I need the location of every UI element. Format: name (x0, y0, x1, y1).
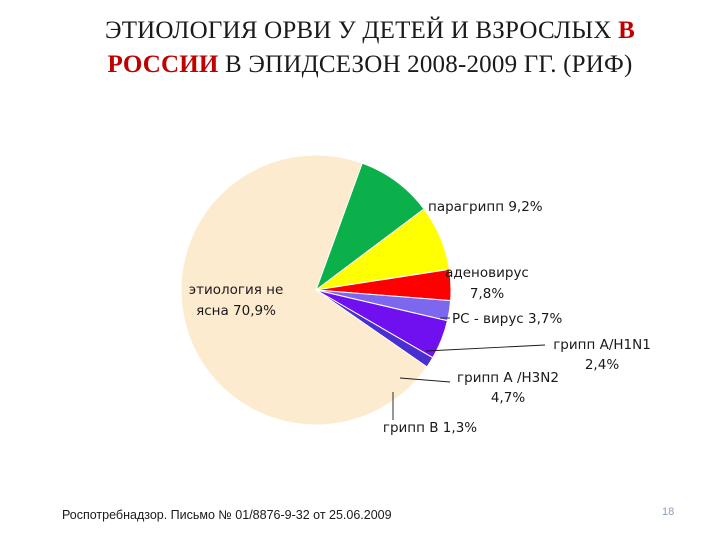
title-part-3: РОССИИ (107, 51, 219, 78)
slice-label-line: 7,8% (470, 286, 504, 302)
leader-line-грипп-а-h1n1 (425, 344, 546, 352)
slice-label-грипп-а-h1n1: грипп А/H1N1 2,4% (553, 337, 651, 373)
slice-label-аденовирус: аденовирус 7,8% (445, 265, 529, 302)
slice-label-line: грипп А /H3N2 (457, 370, 559, 386)
slice-label-line: 4,7% (491, 390, 525, 406)
slice-label-line: 2,4% (585, 357, 619, 373)
slice-label-line: РС - вирус 3,7% (452, 311, 562, 327)
leader-line-грипп-а-h3n2 (399, 377, 451, 383)
slice-label-грипп-а-h3n2: грипп А /H3N2 4,7% (457, 370, 559, 406)
page-number: 18 (662, 506, 675, 518)
slice-label-line: этиология не (189, 282, 284, 298)
title-part-4: В ЭПИДСЕЗОН 2008-2009 ГГ. (РИФ) (225, 51, 633, 78)
title-part-2: В (618, 17, 635, 44)
slice-label-парагрипп: парагрипп 9,2% (428, 199, 543, 215)
slice-label-этиология-не-ясна: этиология не ясна 70,9% (189, 282, 284, 319)
slice-label-line: аденовирус (445, 265, 529, 281)
slide-title: ЭТИОЛОГИЯ ОРВИ У ДЕТЕЙ И ВЗРОСЛЫХ В РОСС… (40, 14, 700, 82)
slice-label-line: грипп В 1,3% (383, 420, 477, 436)
title-part-1: ЭТИОЛОГИЯ ОРВИ У ДЕТЕЙ И ВЗРОСЛЫХ (104, 17, 612, 44)
slice-label-line: грипп А/H1N1 (553, 337, 651, 353)
source-note: Роспотребнадзор. Письмо № 01/8876-9-32 о… (62, 508, 392, 522)
slice-label-грипп-в: грипп В 1,3% (383, 420, 477, 436)
slice-label-line: ясна 70,9% (196, 303, 276, 319)
pie-slice-этиология-не-ясна (180, 154, 428, 426)
slice-label-line: парагрипп 9,2% (428, 199, 543, 215)
pie-slice-парагрипп (314, 162, 425, 292)
slice-label-рс-вирус: РС - вирус 3,7% (452, 311, 562, 327)
